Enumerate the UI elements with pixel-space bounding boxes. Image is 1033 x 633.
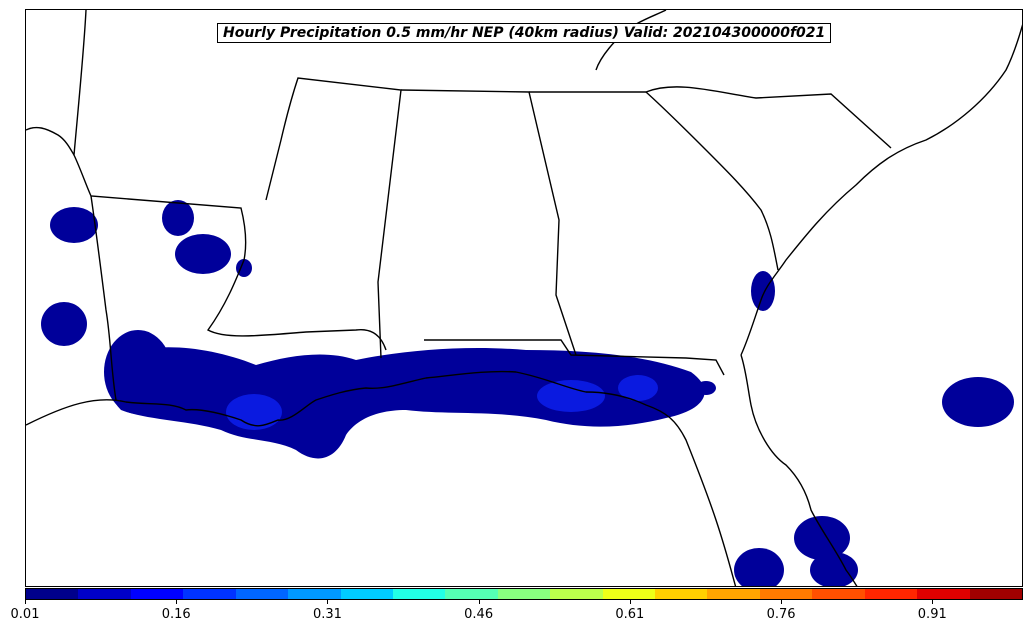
state-border (90, 195, 117, 401)
colorbar-tick-label: 0.61 (615, 607, 645, 622)
state-border (73, 10, 387, 351)
precip-area (175, 234, 231, 274)
precip-area (107, 347, 705, 459)
precip-area (696, 381, 716, 395)
precip-area (810, 552, 858, 586)
colorbar-swatch (235, 589, 289, 599)
precip-area (41, 302, 87, 346)
coastline (26, 370, 737, 586)
colorbar-tick-mark (629, 600, 631, 604)
colorbar-tick-label: 0.91 (917, 607, 947, 622)
colorbar-swatch (655, 589, 708, 599)
colorbar-swatch (130, 589, 184, 599)
precip-area-higher (226, 394, 282, 430)
state-border (400, 89, 577, 356)
precip-area-higher (618, 375, 658, 401)
state-border (529, 86, 892, 149)
colorbar-swatch (707, 589, 760, 599)
state-border (26, 126, 75, 156)
colorbar-tick-mark (478, 600, 480, 604)
colorbar-tick-label: 0.46 (464, 607, 494, 622)
colorbar-swatch (602, 589, 656, 599)
precip-area-higher (537, 380, 605, 412)
colorbar-tick-label: 0.31 (312, 607, 342, 622)
colorbar-tick-label: 0.16 (161, 607, 191, 622)
map-title: Hourly Precipitation 0.5 mm/hr NEP (40km… (217, 23, 832, 43)
map-boundaries (26, 10, 1022, 586)
map-canvas (26, 10, 1022, 586)
colorbar-swatch (864, 589, 918, 599)
precip-area (751, 271, 775, 311)
colorbar-tick-mark (25, 600, 26, 604)
colorbar-swatch (759, 589, 813, 599)
colorbar-tick-mark (781, 600, 783, 604)
colorbar-tick-mark (176, 600, 178, 604)
colorbar-swatch (497, 589, 551, 599)
colorbar-tick-mark (327, 600, 329, 604)
colorbar-swatch (445, 589, 498, 599)
precip-area (50, 207, 98, 243)
colorbar-tick-label: 0.01 (10, 607, 40, 622)
precip-area (734, 548, 784, 586)
colorbar-tick-mark (932, 600, 934, 604)
colorbar-swatch (550, 589, 603, 599)
state-border (424, 339, 725, 376)
precip-area (162, 200, 194, 236)
precip-areas-higher (226, 375, 658, 430)
precip-area (942, 377, 1014, 427)
colorbar-swatch (969, 589, 1023, 599)
precip-area (236, 259, 252, 277)
colorbar-swatch (392, 589, 446, 599)
colorbar-swatch (288, 589, 341, 599)
state-border (645, 91, 779, 271)
colorbar-swatch (183, 589, 236, 599)
coastline (740, 24, 1022, 356)
coastline (740, 354, 858, 586)
colorbar-swatch (78, 589, 131, 599)
colorbar (25, 588, 1023, 600)
colorbar-swatch (340, 589, 393, 599)
colorbar-swatch (26, 589, 79, 599)
map-panel: Hourly Precipitation 0.5 mm/hr NEP (40km… (25, 9, 1023, 587)
colorbar-swatch (812, 589, 865, 599)
precip-area (794, 516, 850, 560)
state-border (265, 77, 402, 359)
precip-areas (41, 200, 1014, 586)
colorbar-tick-label: 0.76 (766, 607, 796, 622)
colorbar-swatch (917, 589, 970, 599)
